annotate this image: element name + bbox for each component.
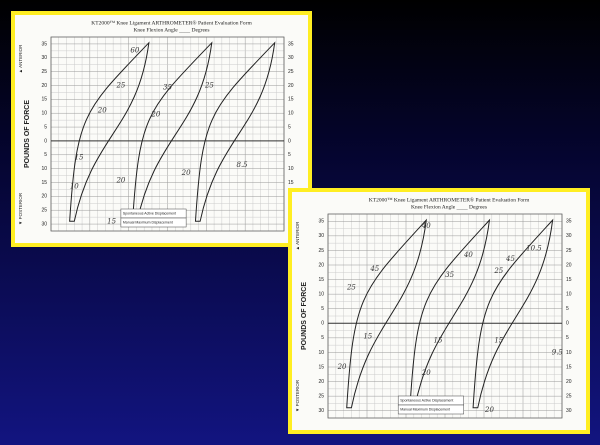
handwritten-note: 15 <box>363 332 372 340</box>
tick-label: 30 <box>566 408 572 414</box>
tick-label: 25 <box>566 248 572 254</box>
handwritten-note: 20 <box>150 111 160 119</box>
tick-label: 30 <box>41 221 47 227</box>
handwritten-note: 45 <box>369 265 379 273</box>
axis-label: POUNDS OF FORCE <box>301 282 308 350</box>
tick-label: 5 <box>44 152 47 158</box>
form-title: KT2000™ Knee Ligament ARTHROMETER® Patie… <box>91 19 252 26</box>
form-panel: KT2000™ Knee Ligament ARTHROMETER® Patie… <box>290 190 588 432</box>
box-label: Manual Maximum Displacement <box>123 220 173 224</box>
tick-label: 35 <box>566 219 572 225</box>
anterior-label: ▲ ANTERIOR <box>295 221 300 250</box>
tick-label: 5 <box>566 306 569 312</box>
box-label: Spontaneous Active Displacement <box>400 398 453 402</box>
anterior-label: ▲ ANTERIOR <box>18 44 23 73</box>
handwritten-note: 20 <box>115 177 125 185</box>
box-label: Manual Maximum Displacement <box>400 407 450 411</box>
tick-label: 10 <box>566 350 572 356</box>
handwritten-note: 40 <box>421 222 431 230</box>
tick-label: 30 <box>566 233 572 239</box>
tick-label: 25 <box>288 69 294 75</box>
tick-label: 5 <box>321 335 324 341</box>
handwritten-note: 8.5 <box>236 161 248 169</box>
tick-label: 25 <box>41 208 47 214</box>
handwritten-note: 20 <box>484 406 494 414</box>
tick-label: 0 <box>321 321 324 327</box>
page: KT2000™ Knee Ligament ARTHROMETER® Patie… <box>0 0 600 445</box>
tick-label: 5 <box>44 124 47 130</box>
tick-label: 35 <box>288 41 294 47</box>
posterior-label: ▼ POSTERIOR <box>295 379 300 412</box>
tick-label: 15 <box>318 277 324 283</box>
tick-label: 25 <box>41 69 47 75</box>
handwritten-note: 15 <box>494 336 503 344</box>
tick-label: 20 <box>566 262 572 268</box>
handwritten-note: 25 <box>346 283 356 291</box>
posterior-label: ▼ POSTERIOR <box>18 192 23 225</box>
tick-label: 10 <box>288 166 294 172</box>
handwritten-note: 60 <box>130 47 139 55</box>
tick-label: 10 <box>318 291 324 297</box>
tick-label: 15 <box>566 364 572 370</box>
tick-label: 10 <box>566 291 572 297</box>
tick-label: 35 <box>318 219 324 225</box>
tick-label: 20 <box>566 379 572 385</box>
tick-label: 25 <box>318 393 324 399</box>
panel-frame <box>290 190 588 432</box>
tick-label: 0 <box>566 321 569 327</box>
tick-label: 20 <box>318 379 324 385</box>
tick-label: 25 <box>566 393 572 399</box>
tick-label: 5 <box>566 335 569 341</box>
handwritten-note: 25 <box>115 82 125 90</box>
tick-label: 5 <box>288 152 291 158</box>
tick-label: 35 <box>41 41 47 47</box>
handwritten-note: 20 <box>97 107 107 115</box>
handwritten-note: 45 <box>505 255 515 263</box>
axis-label: POUNDS OF FORCE <box>24 100 31 168</box>
handwritten-note: 20 <box>421 369 431 377</box>
tick-label: 15 <box>41 97 47 103</box>
tick-label: 30 <box>288 55 294 61</box>
handwritten-note: 40 <box>463 251 473 259</box>
tick-label: 10 <box>288 111 294 117</box>
handwritten-note: 25 <box>204 82 214 90</box>
form-panel: KT2000™ Knee Ligament ARTHROMETER® Patie… <box>13 13 310 245</box>
tick-label: 15 <box>288 97 294 103</box>
tick-label: 5 <box>321 306 324 312</box>
tick-label: 20 <box>41 83 47 89</box>
form-subtitle: Knee Flexion Angle ____ Degrees <box>133 27 209 33</box>
handwritten-note: 35 <box>445 271 454 279</box>
handwritten-note: 15 <box>74 153 83 161</box>
handwritten-note: 15 <box>107 217 116 225</box>
handwritten-note: 20 <box>181 169 191 177</box>
handwritten-note: 10.5 <box>526 245 542 253</box>
handwritten-note: 9.5 <box>552 349 564 357</box>
tick-label: 20 <box>41 194 47 200</box>
handwritten-note: 15 <box>434 336 443 344</box>
tick-label: 15 <box>566 277 572 283</box>
tick-label: 20 <box>288 83 294 89</box>
tick-label: 30 <box>318 408 324 414</box>
handwritten-note: 35 <box>163 83 172 91</box>
tick-label: 15 <box>41 180 47 186</box>
tick-label: 30 <box>318 233 324 239</box>
slide: KT2000™ Knee Ligament ARTHROMETER® Patie… <box>0 0 600 445</box>
tick-label: 0 <box>44 138 47 144</box>
tick-label: 10 <box>318 350 324 356</box>
tick-label: 25 <box>318 248 324 254</box>
handwritten-note: 10 <box>70 182 79 190</box>
tick-label: 0 <box>288 138 291 144</box>
handwritten-note: 20 <box>337 363 347 371</box>
form-title: KT2000™ Knee Ligament ARTHROMETER® Patie… <box>369 196 530 203</box>
tick-label: 15 <box>318 364 324 370</box>
tick-label: 10 <box>41 111 47 117</box>
tick-label: 30 <box>41 55 47 61</box>
handwritten-note: 25 <box>493 267 503 275</box>
form-subtitle: Knee Flexion Angle ____ Degrees <box>411 204 487 210</box>
tick-label: 15 <box>288 180 294 186</box>
box-label: Spontaneous Active Displacement <box>123 211 176 215</box>
tick-label: 20 <box>318 262 324 268</box>
tick-label: 5 <box>288 124 291 130</box>
tick-label: 10 <box>41 166 47 172</box>
